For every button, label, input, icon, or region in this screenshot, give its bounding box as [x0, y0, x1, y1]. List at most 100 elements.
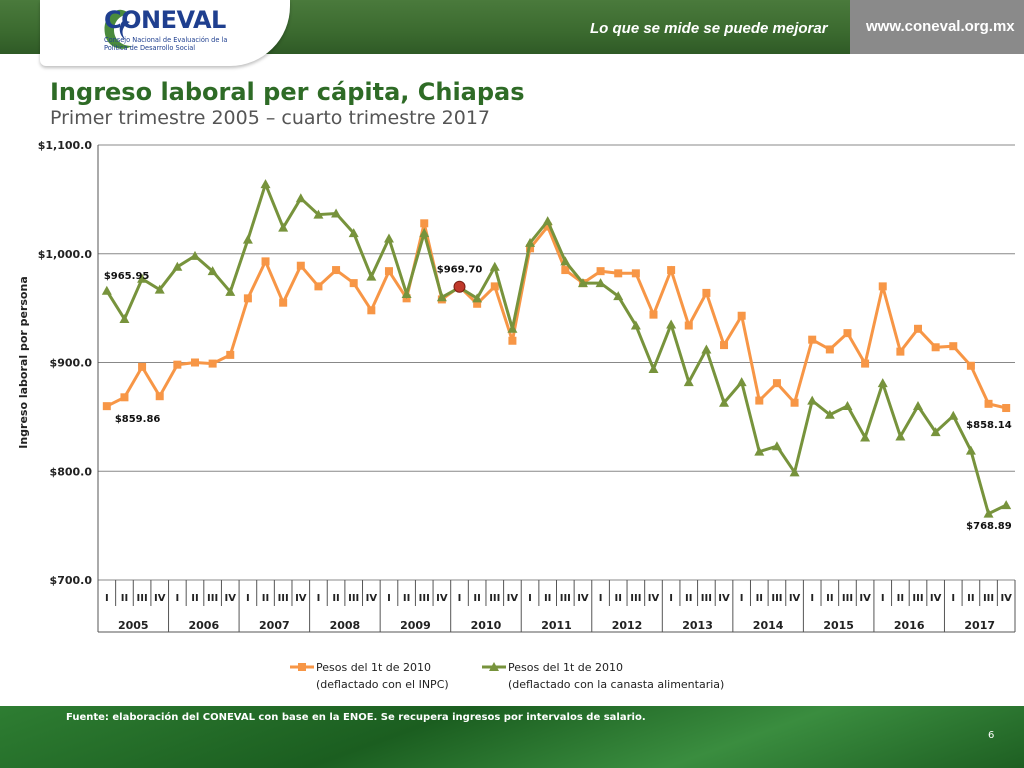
data-point [560, 256, 571, 266]
data-point [279, 298, 288, 307]
x-tick-label: I [458, 593, 462, 604]
data-point [895, 431, 906, 441]
data-point [313, 209, 324, 219]
data-label: $969.70 [437, 265, 483, 276]
data-point [842, 401, 853, 410]
data-point [771, 441, 782, 451]
x-tick-label: II [332, 593, 339, 604]
data-point [366, 271, 377, 281]
x-tick-label: III [278, 593, 289, 604]
data-point [860, 432, 871, 442]
data-point [420, 219, 429, 228]
slide-subtitle: Primer trimestre 2005 – cuarto trimestre… [50, 107, 491, 129]
x-tick-label: III [207, 593, 218, 604]
header-url-link[interactable]: www.coneval.org.mx [866, 18, 1015, 35]
data-point [243, 294, 252, 303]
data-point [472, 293, 483, 303]
x-tick-label: II [897, 593, 904, 604]
data-point [542, 216, 553, 226]
x-tick-label: I [599, 593, 603, 604]
x-tick-label: II [614, 593, 621, 604]
logo-subtitle: Consejo Nacional de Evaluación de la Pol… [104, 36, 228, 52]
data-point [931, 343, 940, 352]
x-tick-label: I [528, 593, 532, 604]
data-point [419, 228, 430, 238]
x-tick-label: I [740, 593, 744, 604]
data-point [701, 344, 712, 354]
data-point [630, 320, 641, 330]
data-point [138, 362, 147, 371]
year-label: 2006 [188, 619, 219, 632]
data-point [808, 335, 817, 344]
x-tick-label: IV [648, 593, 660, 604]
slide-title: Ingreso laboral per cápita, Chiapas [50, 78, 525, 106]
data-point [702, 288, 711, 297]
header-tagline: Lo que se mide se puede mejorar [590, 20, 828, 37]
data-point [314, 282, 323, 291]
series-line [106, 222, 1007, 410]
data-point [1002, 404, 1011, 413]
page-number: 6 [988, 730, 995, 741]
data-point [754, 446, 765, 456]
x-tick-label: III [983, 593, 994, 604]
year-label: 2005 [118, 619, 149, 632]
x-tick-label: IV [789, 593, 801, 604]
data-point [489, 261, 500, 271]
coneval-emblem-icon [104, 9, 132, 49]
data-point [877, 378, 888, 388]
x-tick-label: II [685, 593, 692, 604]
x-tick-label: II [756, 593, 763, 604]
data-point [154, 284, 165, 294]
url-box [850, 0, 1024, 54]
x-tick-label: II [826, 593, 833, 604]
data-point [225, 286, 236, 296]
x-tick-label: III [842, 593, 853, 604]
data-point [1001, 500, 1012, 510]
year-label: 2010 [471, 619, 502, 632]
x-tick-label: IV [718, 593, 730, 604]
data-point [543, 222, 552, 231]
x-tick-label: I [810, 593, 814, 604]
y-axis-title: Ingreso laboral por persona [17, 276, 30, 449]
data-point [525, 237, 536, 247]
data-point [807, 395, 818, 405]
data-point [173, 360, 182, 369]
data-point [965, 445, 976, 455]
x-tick-label: II [191, 593, 198, 604]
year-label: 2009 [400, 619, 431, 632]
data-point [914, 324, 923, 333]
x-tick-label: II [121, 593, 128, 604]
logo-wordmark[interactable]: CONEVAL [104, 6, 226, 34]
y-tick-label: $700.0 [50, 574, 93, 587]
data-point [226, 350, 235, 359]
x-tick-label: II [403, 593, 410, 604]
x-tick-label: III [630, 593, 641, 604]
legend-label: Pesos del 1t de 2010 [508, 661, 623, 674]
y-tick-label: $1,000.0 [38, 248, 93, 261]
logo-box [40, 0, 290, 66]
data-point [861, 359, 870, 368]
data-point [913, 401, 924, 410]
data-point [507, 323, 518, 333]
x-tick-label: IV [859, 593, 871, 604]
x-tick-label: IV [507, 593, 519, 604]
x-tick-label: III [137, 593, 148, 604]
data-point [561, 266, 570, 275]
x-tick-label: II [262, 593, 269, 604]
x-tick-label: I [246, 593, 250, 604]
data-point [508, 336, 517, 345]
data-point [119, 314, 130, 323]
data-point [260, 179, 271, 189]
x-tick-label: IV [366, 593, 378, 604]
year-label: 2008 [330, 619, 361, 632]
data-point [984, 399, 993, 408]
data-point [137, 273, 148, 283]
highlight-point [453, 280, 466, 293]
x-tick-label: III [701, 593, 712, 604]
legend-label-sub: (deflactado con el INPC) [316, 678, 449, 691]
x-tick-label: IV [154, 593, 166, 604]
data-point [790, 398, 799, 407]
data-point [401, 288, 412, 298]
x-tick-label: IV [577, 593, 589, 604]
data-point [613, 291, 624, 301]
